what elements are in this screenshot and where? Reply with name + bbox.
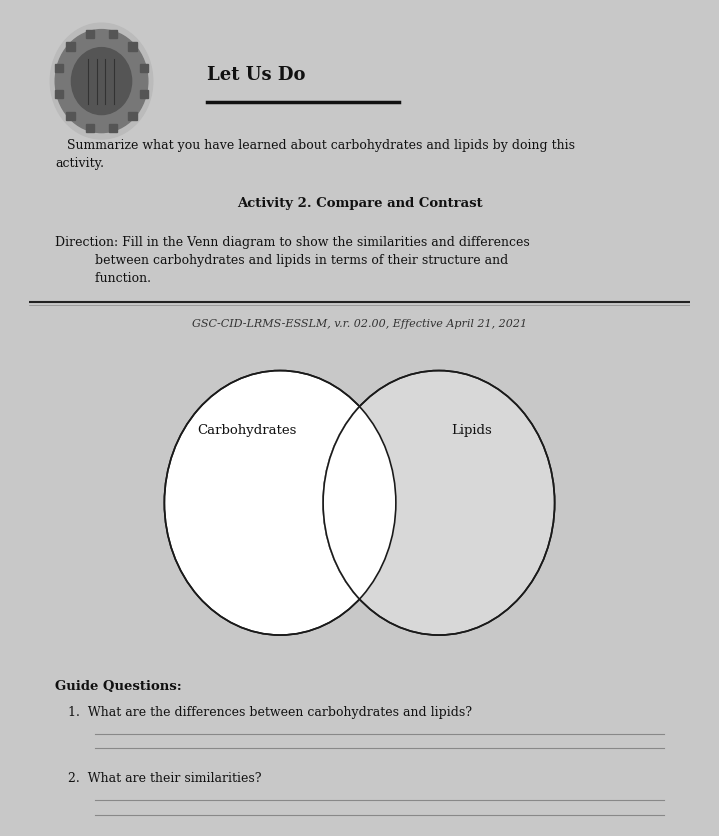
FancyBboxPatch shape [86, 125, 94, 132]
FancyBboxPatch shape [128, 43, 137, 50]
FancyBboxPatch shape [139, 64, 148, 73]
FancyBboxPatch shape [139, 89, 148, 98]
Ellipse shape [323, 370, 554, 635]
FancyBboxPatch shape [66, 43, 75, 50]
Text: Lipids: Lipids [452, 424, 493, 436]
FancyBboxPatch shape [86, 30, 94, 38]
FancyBboxPatch shape [55, 64, 63, 73]
Text: Guide Questions:: Guide Questions: [55, 680, 182, 693]
Text: Direction: Fill in the Venn diagram to show the similarities and differences
   : Direction: Fill in the Venn diagram to s… [55, 236, 530, 284]
Ellipse shape [50, 23, 153, 139]
Polygon shape [323, 406, 396, 599]
Text: Let Us Do: Let Us Do [207, 66, 306, 84]
FancyBboxPatch shape [66, 112, 75, 120]
FancyBboxPatch shape [55, 89, 63, 98]
FancyBboxPatch shape [128, 112, 137, 120]
FancyBboxPatch shape [109, 30, 117, 38]
Text: Summarize what you have learned about carbohydrates and lipids by doing this
act: Summarize what you have learned about ca… [55, 139, 575, 170]
Text: Activity 2. Compare and Contrast: Activity 2. Compare and Contrast [237, 197, 482, 210]
Ellipse shape [55, 29, 148, 133]
Text: 1.  What are the differences between carbohydrates and lipids?: 1. What are the differences between carb… [68, 706, 472, 719]
Ellipse shape [71, 48, 132, 115]
Text: GSC-CID-LRMS-ESSLM, v.r. 02.00, Effective April 21, 2021: GSC-CID-LRMS-ESSLM, v.r. 02.00, Effectiv… [192, 319, 527, 329]
Ellipse shape [165, 370, 396, 635]
Text: Carbohydrates: Carbohydrates [197, 424, 297, 436]
Text: 2.  What are their similarities?: 2. What are their similarities? [68, 772, 262, 785]
FancyBboxPatch shape [109, 125, 117, 132]
